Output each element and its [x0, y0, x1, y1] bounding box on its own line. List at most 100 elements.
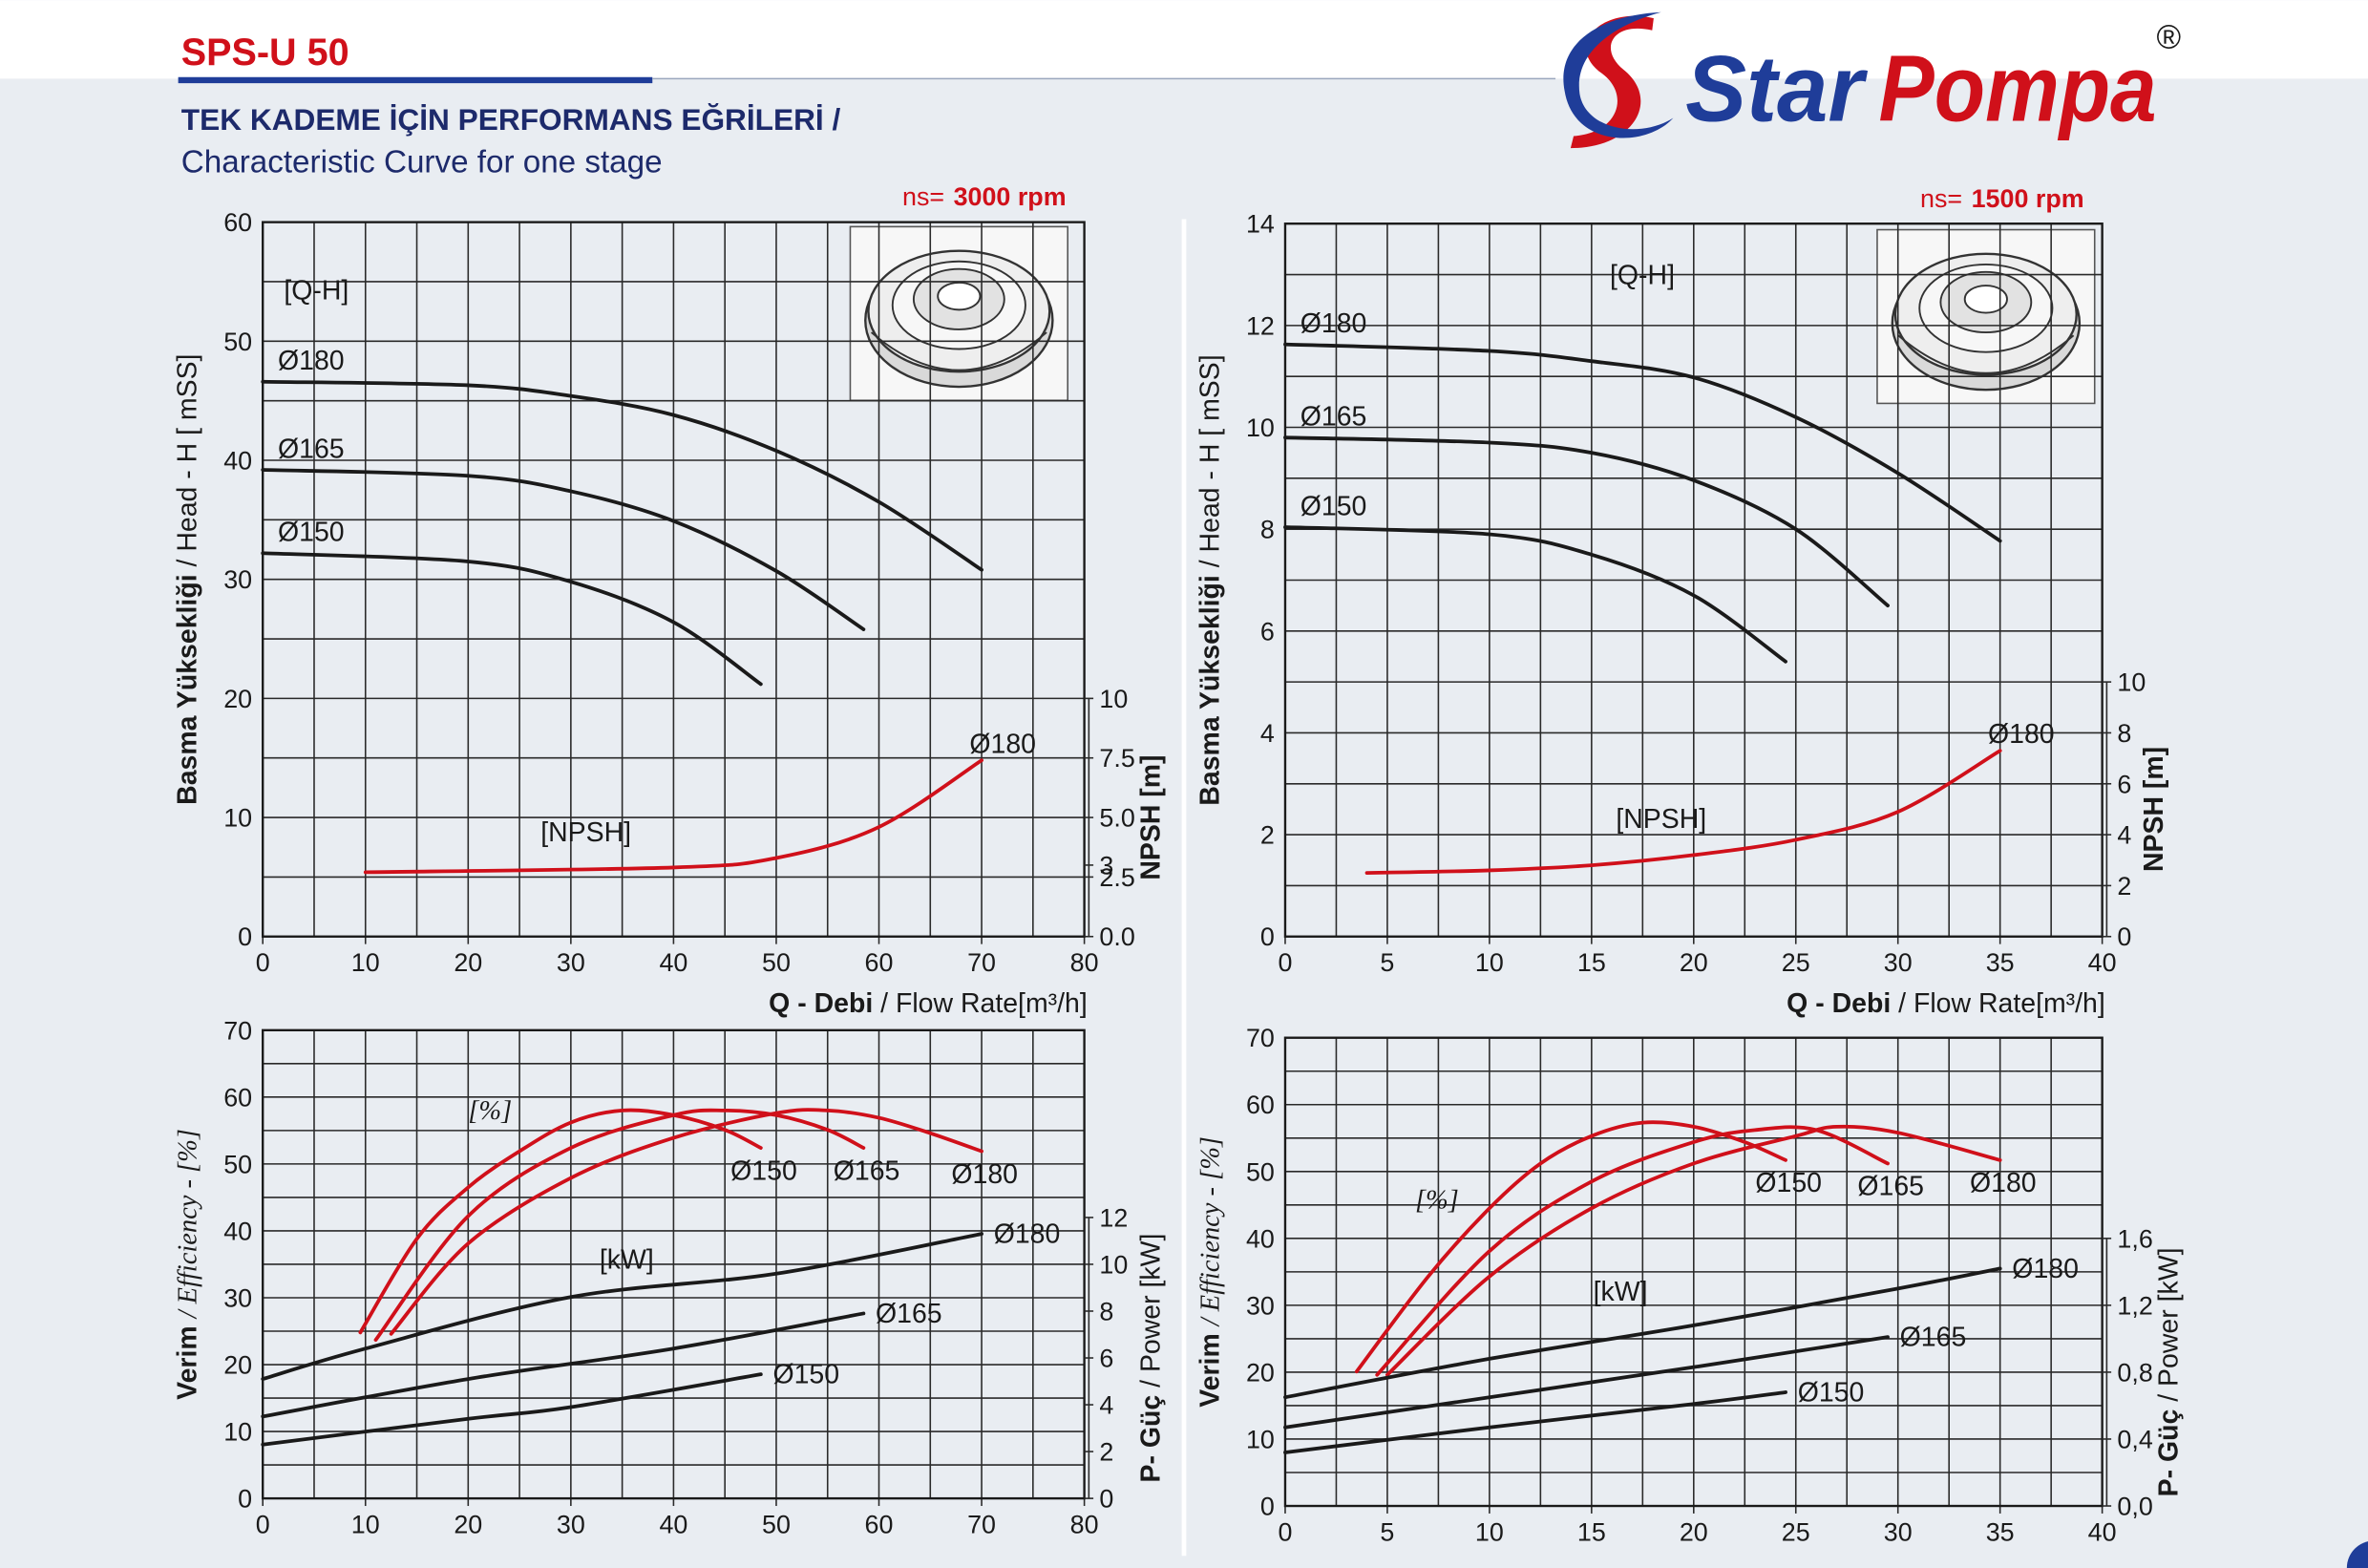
annotation: [NPSH]: [1616, 804, 1706, 835]
y2-tick-label: 7.5: [1099, 744, 1134, 773]
x-tick-label: 70: [967, 1510, 996, 1538]
axis-label: NPSH [m]: [1136, 754, 1167, 879]
series-line: [1385, 1124, 2002, 1377]
series-label: Ø150: [1798, 1377, 1865, 1408]
speed-value: 1500 rpm: [1972, 184, 2084, 213]
y2-tick-label: 10: [2117, 668, 2146, 697]
x-tick-label: 15: [1577, 948, 1606, 977]
axis-label: Q - Debi / Flow Rate[m³/h]: [1787, 988, 2105, 1019]
series-label: Ø150: [1300, 491, 1367, 521]
speed-value: 3000 rpm: [954, 182, 1067, 211]
speed-label: ns= 1500 rpm: [1920, 184, 2084, 213]
x-tick-label: 0: [1278, 1517, 1292, 1546]
axis-label-main: P- Güç: [1136, 1395, 1167, 1483]
series-label: Ø180: [994, 1219, 1061, 1250]
axis-label-sub: / Flow Rate[m³/h]: [1898, 988, 2105, 1019]
series-line: [1375, 1125, 1890, 1377]
axis-label-main: P- Güç: [2154, 1409, 2185, 1497]
y-tick-label: 20: [223, 1351, 252, 1380]
series-label: Ø180: [278, 346, 345, 376]
x-tick-label: 0: [256, 1510, 270, 1538]
y-tick-label: 8: [1260, 516, 1275, 544]
x-tick-label: 30: [557, 948, 585, 977]
y-tick-label: 40: [1246, 1224, 1275, 1253]
axis-label: P- Güç / Power [kW]: [1136, 1234, 1167, 1483]
axis-label: Verim / Efficiency - [%]: [1195, 1136, 1225, 1408]
y2-tick-label: 0: [2117, 922, 2131, 951]
y2-tick-label: 2.5: [1099, 863, 1134, 892]
y2-tick-label: 0,4: [2117, 1425, 2152, 1453]
annotation: [NPSH]: [540, 817, 631, 848]
axis-label: Basma Yüksekliği / Head - H [ mSS]: [173, 354, 203, 805]
series-label: Ø165: [834, 1155, 900, 1186]
series-line: [1283, 525, 1787, 664]
y-tick-label: 50: [223, 1150, 252, 1178]
axis-label: Verim / Efficiency - [%]: [173, 1129, 203, 1400]
axis-label: Basma Yüksekliği / Head - H [ mSS]: [1195, 354, 1225, 805]
x-tick-label: 30: [1884, 948, 1913, 977]
y-tick-label: 70: [223, 1016, 252, 1045]
y2-tick-label: 0,0: [2117, 1493, 2152, 1521]
speed-prefix: ns=: [1920, 184, 1962, 213]
y-tick-label: 0: [238, 922, 252, 951]
x-tick-label: 20: [1680, 948, 1708, 977]
header-band: [0, 0, 2368, 79]
y2-tick-label: 8: [1099, 1297, 1113, 1325]
x-tick-label: 40: [659, 948, 687, 977]
axis-label-sub: / Flow Rate[m³/h]: [880, 988, 1088, 1019]
x-tick-label: 80: [1070, 1510, 1099, 1538]
series-label: Ø180: [951, 1159, 1018, 1190]
x-tick-label: 10: [351, 948, 380, 977]
x-tick-label: 10: [351, 1510, 380, 1538]
y2-tick-label: 10: [1099, 685, 1128, 713]
y-tick-label: 10: [1246, 1425, 1275, 1453]
y2-tick-label: 2: [1099, 1438, 1113, 1467]
x-tick-label: 30: [1884, 1517, 1913, 1546]
y-tick-label: 30: [223, 565, 252, 594]
y-tick-label: 60: [223, 1083, 252, 1112]
series-label: Ø150: [772, 1360, 839, 1390]
plot-frame: [1283, 1036, 2104, 1508]
axis-label-main: Verim: [173, 1325, 203, 1400]
x-tick-label: 10: [1475, 1517, 1504, 1546]
series-label: Ø165: [1900, 1323, 1967, 1353]
x-tick-label: 15: [1577, 1517, 1606, 1546]
x-tick-label: 25: [1782, 1517, 1810, 1546]
y-tick-label: 10: [223, 1418, 252, 1447]
y-tick-label: 10: [1246, 413, 1275, 442]
speed-prefix: ns=: [902, 182, 944, 211]
y2-tick-label: 4: [1099, 1391, 1113, 1420]
logo-registered: ®: [2157, 20, 2182, 56]
x-tick-label: 40: [2088, 1517, 2117, 1546]
series-line: [261, 468, 866, 631]
y-tick-label: 6: [1260, 617, 1275, 646]
series-label: Ø165: [278, 434, 345, 464]
annotation: [kW]: [600, 1245, 654, 1276]
series-label: Ø150: [730, 1155, 797, 1186]
series-line: [1354, 1120, 1787, 1374]
series-label: Ø165: [1300, 402, 1367, 433]
y2-tick-label: 6: [1099, 1345, 1113, 1373]
y2-tick-label: 0: [1099, 1485, 1113, 1514]
y-tick-label: 20: [223, 685, 252, 713]
axis-label-main: NPSH [m]: [1136, 754, 1167, 879]
series-line: [261, 1311, 866, 1419]
axis-label-sub: / Power [kW]: [1136, 1234, 1167, 1388]
series-line: [389, 1108, 983, 1336]
x-tick-label: 80: [1070, 948, 1099, 977]
axis-label-main: Basma Yüksekliği: [1195, 575, 1225, 805]
series-line: [261, 1372, 763, 1447]
logo-mark-blue: [1563, 11, 1674, 138]
y-tick-label: 60: [1246, 1091, 1275, 1119]
y2-tick-label: 0,8: [2117, 1358, 2152, 1387]
series-label: Ø150: [1755, 1168, 1822, 1198]
axis-label-main: Verim: [1195, 1333, 1225, 1408]
y-tick-label: 20: [1246, 1358, 1275, 1387]
x-tick-label: 20: [454, 948, 482, 977]
axis-label: NPSH [m]: [2139, 747, 2169, 872]
annotation: [%]: [468, 1096, 512, 1126]
impeller-image: [1875, 228, 2096, 405]
annotation: [kW]: [1594, 1277, 1648, 1307]
